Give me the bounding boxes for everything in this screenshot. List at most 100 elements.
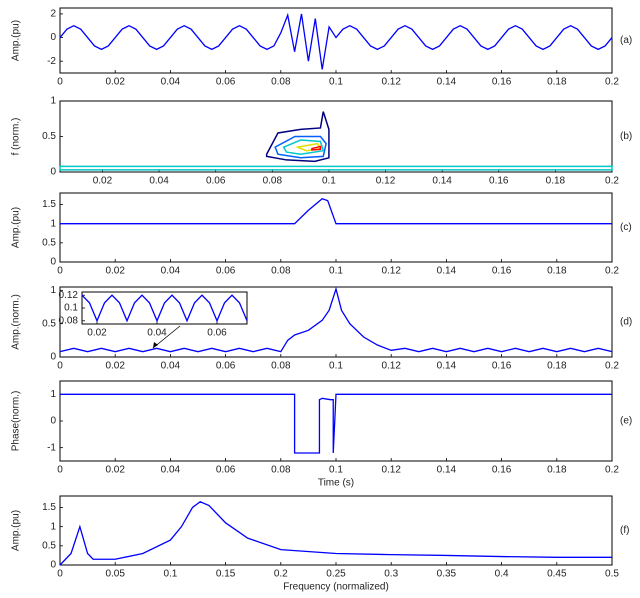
axis-x-tick-label: 0.1 xyxy=(329,266,343,277)
axis-x-tick-label: 0.12 xyxy=(381,266,401,277)
axis-x-tick-label: 0.18 xyxy=(547,266,567,277)
y-axis-label: f (norm.) xyxy=(11,118,22,156)
axis-x-tick-label: 0.1 xyxy=(329,77,343,88)
axis-x-tick-label: 0.04 xyxy=(161,77,181,88)
axis-y-tick-label: 0 xyxy=(50,560,56,571)
axis-x-tick-label: 0.02 xyxy=(105,266,125,277)
axis-x-tick-label: 0.14 xyxy=(437,77,457,88)
axis-x-tick-label: 0.18 xyxy=(547,465,567,476)
axis-y-tick-label: 1 xyxy=(50,521,56,532)
panel-label: (a) xyxy=(620,35,632,46)
axis-x-tick-label: 0.08 xyxy=(271,77,291,88)
x-axis-label: Frequency (normalized) xyxy=(283,582,389,593)
panel-label: (f) xyxy=(620,525,629,536)
data-line xyxy=(60,198,612,225)
axis-x-tick-label: 0.14 xyxy=(437,266,457,277)
axis-x-tick-label: 0.2 xyxy=(274,569,288,580)
axis-x-tick-label: 0.16 xyxy=(492,465,512,476)
axis-x-tick-label: 0.12 xyxy=(376,176,396,187)
inset-x-tick-label: 0.06 xyxy=(207,328,227,339)
axis-x-tick-label: 0.04 xyxy=(161,266,181,277)
axis-y-tick-label: 0 xyxy=(50,32,56,43)
data-line xyxy=(59,501,612,566)
panel-label: (d) xyxy=(620,317,632,328)
axis-x-tick-label: 0.06 xyxy=(206,176,226,187)
axis-x-tick-label: 0.18 xyxy=(546,176,566,187)
axis-x-tick-label: 0.1 xyxy=(329,361,343,372)
axis-x-tick-label: 0.08 xyxy=(263,176,283,187)
axis-x-tick-label: 0.14 xyxy=(437,361,457,372)
axis-x-tick-label: 0.08 xyxy=(271,361,291,372)
axis-x-tick-label: 0.4 xyxy=(495,569,509,580)
axis-x-tick-label: 0.14 xyxy=(437,465,457,476)
axis-x-tick-label: 0.06 xyxy=(216,465,236,476)
panel-label: (c) xyxy=(620,222,632,233)
panel-label: (e) xyxy=(620,416,632,427)
axis-frame xyxy=(59,7,613,74)
axis-y-tick-label: 1 xyxy=(50,389,56,400)
axis-x-tick-label: 0.14 xyxy=(432,176,452,187)
axis-y-tick-label: -2 xyxy=(47,56,56,67)
axis-x-tick-label: 0.2 xyxy=(605,361,619,372)
panel-label: (b) xyxy=(620,131,632,142)
axis-y-tick-label: 1 xyxy=(50,218,56,229)
axis-x-tick-label: 0.15 xyxy=(216,569,236,580)
axis-x-tick-label: 0.18 xyxy=(547,361,567,372)
axis-x-tick-label: 0.2 xyxy=(605,176,619,187)
axis-x-tick-label: 0.02 xyxy=(105,361,125,372)
axis-x-tick-label: 0.12 xyxy=(381,77,401,88)
axis-x-tick-label: 0.1 xyxy=(322,176,336,187)
axis-x-tick-label: 0 xyxy=(57,361,63,372)
axis-x-tick-label: 0.04 xyxy=(161,361,181,372)
y-axis-label: Amp.(norm.) xyxy=(11,294,22,350)
axis-frame xyxy=(59,380,613,462)
axis-x-tick-label: 0.02 xyxy=(93,176,113,187)
inset-line xyxy=(81,294,248,323)
axis-frame xyxy=(59,100,613,173)
axis-x-tick-label: 0.08 xyxy=(271,266,291,277)
axis-x-tick-label: 0.1 xyxy=(163,569,177,580)
inset-x-tick-label: 0.02 xyxy=(87,328,107,339)
axis-x-tick-label: 0 xyxy=(57,569,63,580)
axis-x-tick-label: 0.12 xyxy=(381,465,401,476)
axis-x-tick-label: 0.16 xyxy=(492,77,512,88)
inset-y-tick-label: 0.12 xyxy=(59,290,79,301)
axis-y-tick-label: 0 xyxy=(50,416,56,427)
data-line xyxy=(59,286,613,353)
axis-x-tick-label: 0.04 xyxy=(149,176,169,187)
x-axis-label: Time (s) xyxy=(318,478,354,489)
y-axis-label: Amp.(pu) xyxy=(11,207,22,248)
y-axis-label: Amp.(pu) xyxy=(11,20,22,61)
axis-x-tick-label: 0.5 xyxy=(605,569,619,580)
contour xyxy=(282,139,325,156)
axis-y-tick-label: 0.5 xyxy=(42,237,56,248)
axis-y-tick-label: 1 xyxy=(50,96,56,107)
y-axis-label: Amp.(pu) xyxy=(11,510,22,551)
axis-x-tick-label: 0.06 xyxy=(216,77,236,88)
axis-x-tick-label: 0.1 xyxy=(329,465,343,476)
axis-x-tick-label: 0.02 xyxy=(105,77,125,88)
inset-arrow-head xyxy=(153,342,158,348)
axis-x-tick-label: 0.18 xyxy=(547,77,567,88)
axis-x-tick-label: 0.08 xyxy=(271,465,291,476)
inset-y-tick-label: 0.1 xyxy=(64,303,78,314)
axis-x-tick-label: 0.04 xyxy=(161,465,181,476)
axis-x-tick-label: 0.25 xyxy=(326,569,346,580)
axis-x-tick-label: 0.06 xyxy=(216,266,236,277)
axis-frame xyxy=(59,286,613,358)
axis-y-tick-label: 0 xyxy=(50,167,56,178)
axis-x-tick-label: 0.45 xyxy=(547,569,567,580)
axis-y-tick-label: 0.5 xyxy=(42,131,56,142)
axis-frame xyxy=(59,192,613,263)
y-axis-label: Phase(norm.) xyxy=(11,391,22,452)
data-line xyxy=(59,12,613,70)
axis-x-tick-label: 0 xyxy=(57,465,63,476)
axis-x-tick-label: 0.2 xyxy=(605,465,619,476)
axis-y-tick-label: 0.5 xyxy=(42,318,56,329)
axis-x-tick-label: 0.05 xyxy=(105,569,125,580)
axis-y-tick-label: 1 xyxy=(50,285,56,296)
axis-x-tick-label: 0.16 xyxy=(492,266,512,277)
contour xyxy=(311,145,322,151)
axis-y-tick-label: -1 xyxy=(47,442,56,453)
axis-x-tick-label: 0.35 xyxy=(437,569,457,580)
